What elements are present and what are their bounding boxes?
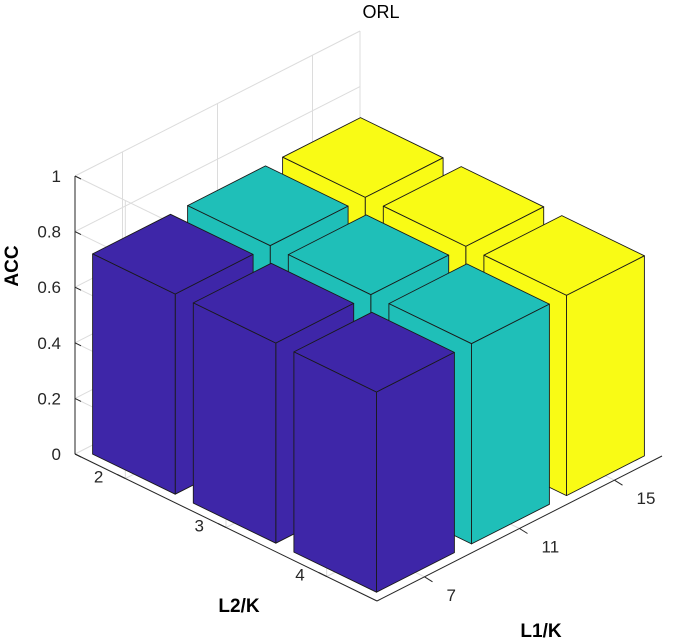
x-tick: [424, 576, 433, 583]
z-tick: [74, 342, 82, 347]
bar-7-4: [293, 311, 455, 593]
z-tick-label: 1: [52, 167, 61, 186]
z-tick-label: 0.4: [37, 334, 61, 353]
x-axis-title: L1/K: [520, 621, 561, 642]
bar-side-face: [92, 253, 176, 495]
y-axis-title: L2/K: [218, 596, 259, 617]
y-tick: [117, 474, 126, 479]
z-tick: [74, 397, 82, 402]
bar-front-face: [376, 351, 455, 593]
y-tick-label: 2: [94, 468, 103, 487]
y-tick: [318, 572, 327, 577]
x-tick-label: 15: [637, 489, 656, 508]
bar-side-face: [192, 302, 277, 544]
bars: [92, 117, 645, 593]
y-tick: [217, 523, 227, 528]
chart-title: ORL: [362, 2, 399, 22]
z-tick-label: 0.2: [37, 389, 61, 408]
bar-front-face: [566, 255, 645, 497]
y-tick-label: 3: [195, 517, 204, 536]
z-axis-title: ACC: [2, 245, 23, 286]
z-tick: [74, 286, 82, 291]
bar-side-face: [293, 351, 377, 593]
z-tick-label: 0.6: [37, 278, 61, 297]
x-tick-label: 11: [542, 538, 560, 557]
z-tick-label: 0: [52, 445, 61, 464]
x-tick: [614, 479, 623, 486]
x-tick-label: 7: [447, 586, 456, 605]
axes: 0 0.2 0.4 0.6 0.8 1 2 3 4 7 11 15: [37, 167, 663, 605]
z-tick: [74, 175, 82, 180]
bar-front-face: [471, 303, 550, 545]
z-tick-label: 0.8: [37, 223, 61, 242]
z-tick: [74, 231, 82, 236]
x-tick: [519, 528, 528, 534]
y-tick-label: 4: [295, 566, 304, 585]
